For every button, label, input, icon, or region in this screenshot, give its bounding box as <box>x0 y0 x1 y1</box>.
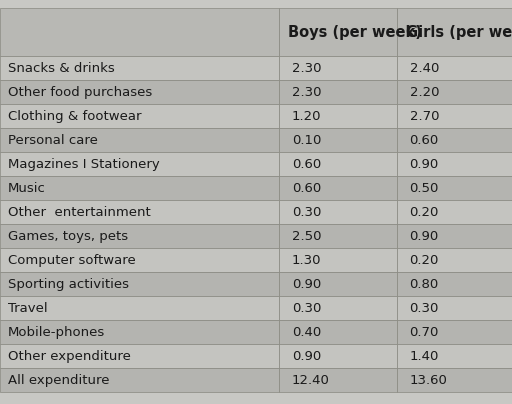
Text: 0.50: 0.50 <box>410 181 439 195</box>
Text: Music: Music <box>8 181 46 195</box>
Bar <box>397 200 512 224</box>
Text: 0.90: 0.90 <box>292 349 321 362</box>
Bar <box>279 248 397 272</box>
Bar <box>279 224 397 248</box>
Bar <box>397 272 512 296</box>
Bar <box>0 296 279 320</box>
Bar <box>0 176 279 200</box>
Text: Personal care: Personal care <box>8 134 98 147</box>
Text: Girls (per week).: Girls (per week). <box>406 25 512 40</box>
Text: 0.40: 0.40 <box>292 326 321 339</box>
Text: 0.80: 0.80 <box>410 278 439 290</box>
Text: Mobile-phones: Mobile-phones <box>8 326 105 339</box>
Bar <box>279 80 397 104</box>
Text: 0.90: 0.90 <box>292 278 321 290</box>
Text: 0.30: 0.30 <box>292 301 321 315</box>
Bar <box>279 8 397 56</box>
Bar <box>279 56 397 80</box>
Bar <box>397 56 512 80</box>
Text: 1.20: 1.20 <box>292 109 322 122</box>
Bar <box>0 248 279 272</box>
Text: 12.40: 12.40 <box>292 374 330 387</box>
Text: Other food purchases: Other food purchases <box>8 86 152 99</box>
Text: 0.60: 0.60 <box>292 181 321 195</box>
Bar <box>0 320 279 344</box>
Text: Snacks & drinks: Snacks & drinks <box>8 61 114 75</box>
Text: Other expenditure: Other expenditure <box>8 349 131 362</box>
Bar <box>397 8 512 56</box>
Bar <box>0 200 279 224</box>
Text: 0.90: 0.90 <box>410 229 439 242</box>
Text: Sporting activities: Sporting activities <box>8 278 129 290</box>
Bar <box>279 200 397 224</box>
Bar <box>0 224 279 248</box>
Text: 0.30: 0.30 <box>410 301 439 315</box>
Text: Computer software: Computer software <box>8 254 136 267</box>
Text: Magazines I Stationery: Magazines I Stationery <box>8 158 159 170</box>
Bar <box>279 152 397 176</box>
Text: Travel: Travel <box>8 301 47 315</box>
Bar <box>397 152 512 176</box>
Bar <box>397 176 512 200</box>
Text: 0.20: 0.20 <box>410 254 439 267</box>
Text: 1.30: 1.30 <box>292 254 322 267</box>
Bar <box>397 368 512 392</box>
Text: Other  entertainment: Other entertainment <box>8 206 151 219</box>
Bar <box>279 176 397 200</box>
Bar <box>0 8 279 56</box>
Bar <box>397 296 512 320</box>
Bar <box>279 128 397 152</box>
Text: Boys (per week): Boys (per week) <box>288 25 422 40</box>
Bar <box>397 224 512 248</box>
Bar <box>0 128 279 152</box>
Bar <box>397 104 512 128</box>
Text: 0.90: 0.90 <box>410 158 439 170</box>
Bar <box>279 104 397 128</box>
Bar <box>0 80 279 104</box>
Text: Games, toys, pets: Games, toys, pets <box>8 229 128 242</box>
Bar <box>0 368 279 392</box>
Text: 2.30: 2.30 <box>292 61 322 75</box>
Text: 0.20: 0.20 <box>410 206 439 219</box>
Bar <box>0 272 279 296</box>
Bar <box>279 368 397 392</box>
Text: 2.40: 2.40 <box>410 61 439 75</box>
Bar <box>0 152 279 176</box>
Bar <box>397 320 512 344</box>
Text: 2.30: 2.30 <box>292 86 322 99</box>
Text: 0.60: 0.60 <box>410 134 439 147</box>
Text: 0.30: 0.30 <box>292 206 321 219</box>
Text: 0.60: 0.60 <box>292 158 321 170</box>
Text: 0.10: 0.10 <box>292 134 321 147</box>
Bar <box>397 128 512 152</box>
Bar <box>279 296 397 320</box>
Bar <box>397 80 512 104</box>
Bar <box>397 248 512 272</box>
Bar <box>0 344 279 368</box>
Text: All expenditure: All expenditure <box>8 374 109 387</box>
Text: Clothing & footwear: Clothing & footwear <box>8 109 141 122</box>
Text: 0.70: 0.70 <box>410 326 439 339</box>
Text: 1.40: 1.40 <box>410 349 439 362</box>
Bar <box>279 344 397 368</box>
Text: 2.50: 2.50 <box>292 229 322 242</box>
Text: 2.20: 2.20 <box>410 86 439 99</box>
Bar <box>0 104 279 128</box>
Text: 2.70: 2.70 <box>410 109 439 122</box>
Text: least 1: least 1 <box>0 0 32 2</box>
Bar <box>279 320 397 344</box>
Bar <box>279 272 397 296</box>
Bar <box>0 56 279 80</box>
Bar <box>397 344 512 368</box>
Text: 13.60: 13.60 <box>410 374 447 387</box>
